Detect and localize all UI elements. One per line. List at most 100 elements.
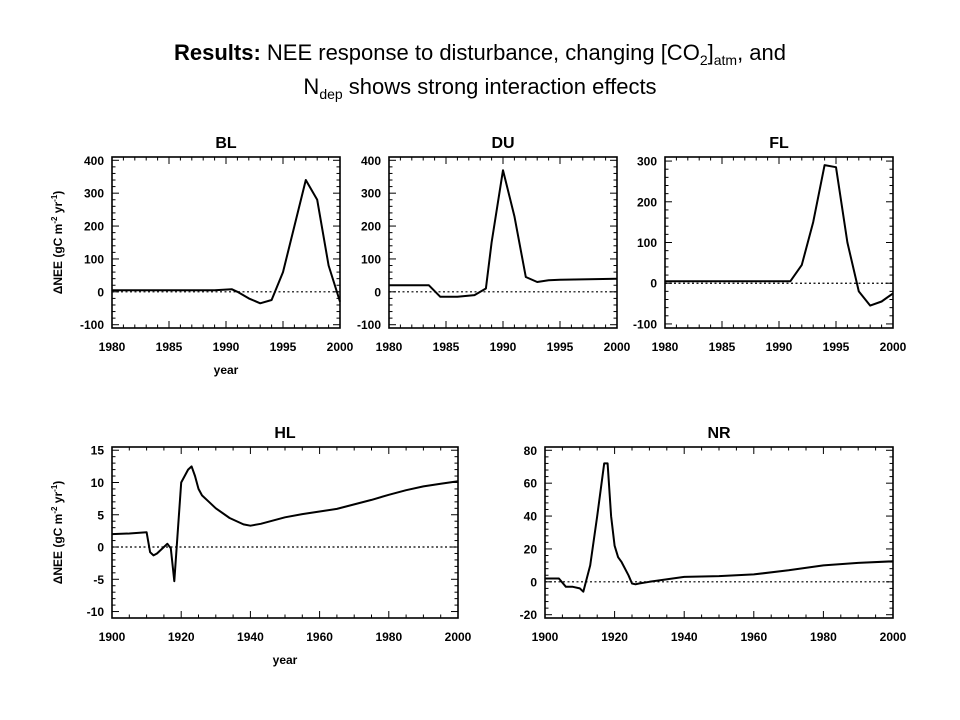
y-tick-label: 0 — [530, 575, 537, 589]
title-text-4: shows strong interaction effects — [348, 74, 657, 99]
x-tick-label: 1985 — [156, 340, 183, 354]
series-line — [545, 462, 894, 593]
title-text-3: , and — [737, 40, 787, 65]
x-tick-label: 1995 — [270, 340, 297, 354]
x-tick-label: 1980 — [810, 630, 837, 644]
x-tick-label: 1960 — [306, 630, 333, 644]
series-line — [111, 465, 459, 583]
title-text-2: ] — [707, 40, 714, 65]
x-tick-label: 2000 — [445, 630, 472, 644]
series-line — [665, 164, 894, 307]
x-tick-label: 1980 — [375, 630, 402, 644]
y-label-text: ) — [51, 481, 65, 485]
y-tick-label: 200 — [361, 220, 381, 234]
y-tick-label: -100 — [357, 318, 381, 332]
x-tick-label: 1940 — [671, 630, 698, 644]
y-tick-label: 300 — [84, 187, 104, 201]
y-tick-label: 300 — [361, 187, 381, 201]
x-axis-label: year — [214, 363, 239, 377]
x-tick-label: 1900 — [99, 630, 126, 644]
y-label-text: ΔNEE (gC m — [51, 514, 65, 585]
y-tick-label: 0 — [97, 285, 104, 299]
y-tick-label: 100 — [84, 252, 104, 266]
y-axis-label: ΔNEE (gC m-2 yr-1) — [50, 481, 65, 585]
y-tick-label: 20 — [524, 542, 538, 556]
x-tick-label: 1995 — [823, 340, 850, 354]
x-tick-label: 1900 — [532, 630, 559, 644]
y-tick-label: 200 — [637, 195, 657, 209]
plot-frame — [111, 446, 459, 619]
y-tick-label: 100 — [637, 236, 657, 250]
x-tick-label: 2000 — [604, 340, 631, 354]
y-tick-label: 200 — [84, 220, 104, 234]
title-subscript-dep: dep — [319, 86, 343, 102]
y-tick-label: 0 — [374, 285, 381, 299]
chart-nr: NR 1900 1920 1940 1960 1980 2000 -20 0 20 40 60 80 — [520, 425, 907, 644]
y-tick-label: 400 — [361, 154, 381, 168]
y-label-text: ΔNEE (gC m — [51, 224, 65, 295]
y-tick-label: 100 — [361, 252, 381, 266]
x-tick-label: 1980 — [652, 340, 679, 354]
x-tick-label: 1960 — [740, 630, 767, 644]
y-tick-label: 400 — [84, 154, 104, 168]
x-tick-label: 1980 — [99, 340, 126, 354]
x-tick-label: 1985 — [709, 340, 736, 354]
y-tick-label: -100 — [633, 317, 657, 331]
y-tick-label: 5 — [97, 508, 104, 522]
y-tick-label: 0 — [97, 541, 104, 555]
chart-fl: FL 1980 1985 1990 1995 2000 -100 0 100 200 300 — [633, 135, 907, 354]
x-tick-label: 2000 — [880, 630, 907, 644]
plot-frame — [388, 156, 618, 329]
chart-title: DU — [491, 135, 514, 152]
x-tick-label: 1985 — [433, 340, 460, 354]
x-tick-label: 1920 — [601, 630, 628, 644]
title-subscript-2: 2 — [699, 52, 708, 68]
y-tick-label: 40 — [524, 510, 538, 524]
slide-title: Results: NEE response to disturbance, ch… — [0, 36, 960, 104]
x-tick-label: 2000 — [880, 340, 907, 354]
title-text-1: NEE response to disturbance, changing [C… — [266, 40, 700, 65]
title-subscript-atm: atm — [713, 52, 738, 68]
y-tick-label: -20 — [520, 608, 538, 622]
chart-hl: HL 1900 1920 1940 1960 1980 2000 -10 -5 0 5 10 15 yea… — [50, 425, 472, 667]
y-tick-label: -100 — [80, 318, 104, 332]
y-label-superscript: -2 — [50, 506, 59, 514]
x-tick-label: 1980 — [376, 340, 403, 354]
y-tick-label: 80 — [524, 444, 538, 458]
x-tick-label: 1995 — [547, 340, 574, 354]
y-label-superscript: -2 — [50, 216, 59, 224]
series-line — [389, 169, 618, 298]
y-tick-label: 15 — [91, 444, 105, 458]
x-tick-label: 1920 — [168, 630, 195, 644]
chart-title: HL — [274, 425, 296, 442]
title-text-n: N — [303, 74, 320, 99]
y-label-text: yr — [51, 202, 65, 217]
chart-bl: BL 1980 1985 1990 1995 2000 -100 0 100 200 300 400 y… — [50, 135, 354, 377]
y-tick-label: -5 — [93, 573, 104, 587]
chart-du: DU 1980 1985 1990 1995 2000 -100 0 100 200 300 400 — [357, 135, 631, 354]
plot-frame — [664, 156, 894, 329]
slide-title-line-2: Ndep shows strong interaction effects — [0, 70, 960, 104]
y-tick-label: 10 — [91, 476, 105, 490]
y-tick-label: 0 — [650, 277, 657, 291]
slide-title-line-1: Results: NEE response to disturbance, ch… — [0, 36, 960, 70]
x-tick-label: 1990 — [766, 340, 793, 354]
title-bold-prefix: Results: — [173, 40, 261, 65]
y-tick-label: 300 — [637, 155, 657, 169]
y-label-text: ) — [51, 191, 65, 195]
series-line — [112, 179, 341, 305]
x-tick-label: 2000 — [327, 340, 354, 354]
x-axis-label: year — [273, 653, 298, 667]
y-tick-label: 60 — [524, 477, 538, 491]
y-label-superscript: -1 — [50, 194, 59, 202]
x-tick-label: 1990 — [490, 340, 517, 354]
y-label-text: yr — [51, 492, 65, 507]
x-tick-label: 1940 — [237, 630, 264, 644]
plot-frame — [544, 446, 894, 619]
y-label-superscript: -1 — [50, 484, 59, 492]
x-tick-label: 1990 — [213, 340, 240, 354]
chart-title: FL — [769, 135, 789, 152]
y-tick-label: -10 — [87, 605, 105, 619]
chart-title: BL — [215, 135, 237, 152]
